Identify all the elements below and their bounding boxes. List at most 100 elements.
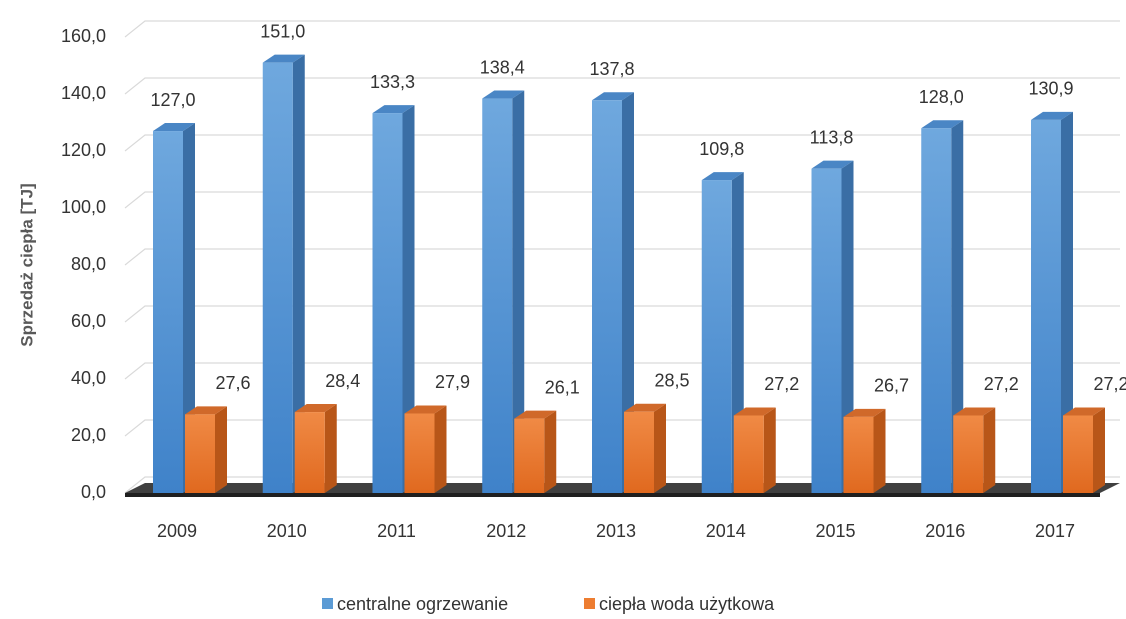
data-label: 26,1 <box>545 377 580 397</box>
bar-side <box>215 406 227 493</box>
bar-top <box>404 405 447 414</box>
data-label: 27,2 <box>984 374 1019 394</box>
data-label: 27,2 <box>1093 374 1126 394</box>
bar-top <box>624 403 666 412</box>
data-label: 27,6 <box>215 373 250 393</box>
bar <box>592 100 622 494</box>
bar-top <box>921 120 964 129</box>
bar-top <box>733 407 776 416</box>
data-label: 27,2 <box>764 374 799 394</box>
bar-side <box>763 407 776 493</box>
y-tick-label: 40,0 <box>71 368 106 388</box>
floor-front <box>125 493 1100 497</box>
legend-label: centralne ogrzewanie <box>337 594 508 614</box>
data-label: 28,4 <box>325 371 360 391</box>
bar <box>404 413 435 493</box>
data-label: 138,4 <box>480 57 525 77</box>
grid-line <box>124 362 1120 380</box>
bar-side <box>292 54 305 494</box>
x-tick-label: 2010 <box>267 521 307 541</box>
grid-line <box>124 305 1120 323</box>
bar-top <box>811 160 854 169</box>
y-tick-label: 140,0 <box>61 83 106 103</box>
data-label: 28,5 <box>654 371 689 391</box>
bar-side <box>1093 407 1105 493</box>
x-tick-label: 2017 <box>1035 521 1075 541</box>
bar <box>953 415 984 493</box>
bar-top <box>1031 111 1073 120</box>
bar-side <box>183 123 195 494</box>
bar <box>153 131 183 494</box>
bar-top <box>1063 407 1105 416</box>
bar <box>482 98 513 493</box>
bar-side <box>951 120 964 493</box>
bar <box>921 128 952 493</box>
data-label: 133,3 <box>370 72 415 92</box>
grid-line <box>124 20 1120 38</box>
y-axis-title: Sprzedaż ciepła [TJ] <box>17 183 36 346</box>
y-tick-label: 80,0 <box>71 254 106 274</box>
legend-label: ciepła woda użytkowa <box>599 594 775 614</box>
data-label: 130,9 <box>1028 79 1073 99</box>
legend-swatch <box>322 598 333 609</box>
x-tick-label: 2012 <box>486 521 526 541</box>
bar <box>701 180 732 493</box>
bar-top <box>482 90 525 99</box>
grid-line <box>124 248 1120 266</box>
data-label: 27,9 <box>435 372 470 392</box>
bar-side <box>841 160 854 494</box>
grid-line <box>124 134 1120 152</box>
bar-top <box>294 404 337 413</box>
bar-top <box>592 92 634 101</box>
y-tick-label: 20,0 <box>71 425 106 445</box>
bar <box>733 415 764 493</box>
bar-side <box>324 404 337 493</box>
x-tick-label: 2014 <box>706 521 746 541</box>
data-label: 113,8 <box>810 127 854 147</box>
x-tick-label: 2011 <box>377 521 416 541</box>
bar-top <box>262 54 305 63</box>
bar <box>811 168 842 494</box>
x-tick-label: 2013 <box>596 521 636 541</box>
grid-line <box>124 419 1120 437</box>
data-label: 26,7 <box>874 376 909 396</box>
grid-line <box>124 191 1120 209</box>
bar <box>624 411 654 493</box>
data-label: 127,0 <box>150 90 195 110</box>
bar <box>294 412 325 493</box>
bar-side <box>983 407 996 493</box>
y-tick-label: 120,0 <box>61 140 106 160</box>
y-tick-label: 60,0 <box>71 311 106 331</box>
bar-side <box>402 105 415 493</box>
bar <box>514 418 545 493</box>
bar-top <box>185 406 227 415</box>
bar-side <box>512 90 525 493</box>
y-tick-label: 0,0 <box>81 482 106 502</box>
bar-side <box>1061 111 1073 493</box>
x-tick-label: 2016 <box>925 521 965 541</box>
bar <box>1031 119 1061 493</box>
bar <box>262 62 293 494</box>
bar-side <box>654 403 666 493</box>
bar-top <box>953 407 996 416</box>
data-label: 151,0 <box>260 21 305 41</box>
bar-top <box>701 172 744 181</box>
bar-side <box>622 92 634 494</box>
bar-side <box>434 405 447 493</box>
bar-top <box>372 105 415 114</box>
x-tick-label: 2015 <box>815 521 855 541</box>
grid-line <box>124 77 1120 95</box>
data-label: 128,0 <box>919 87 964 107</box>
y-tick-label: 100,0 <box>61 197 106 217</box>
bar-top <box>514 410 557 419</box>
legend-swatch <box>584 598 595 609</box>
data-label: 109,8 <box>699 139 744 159</box>
data-label: 137,8 <box>589 59 634 79</box>
x-tick-label: 2009 <box>157 521 197 541</box>
bar <box>1063 415 1093 493</box>
bar-side <box>873 408 886 493</box>
bar <box>372 113 403 493</box>
grid-line <box>124 476 1120 494</box>
bar <box>185 414 215 493</box>
